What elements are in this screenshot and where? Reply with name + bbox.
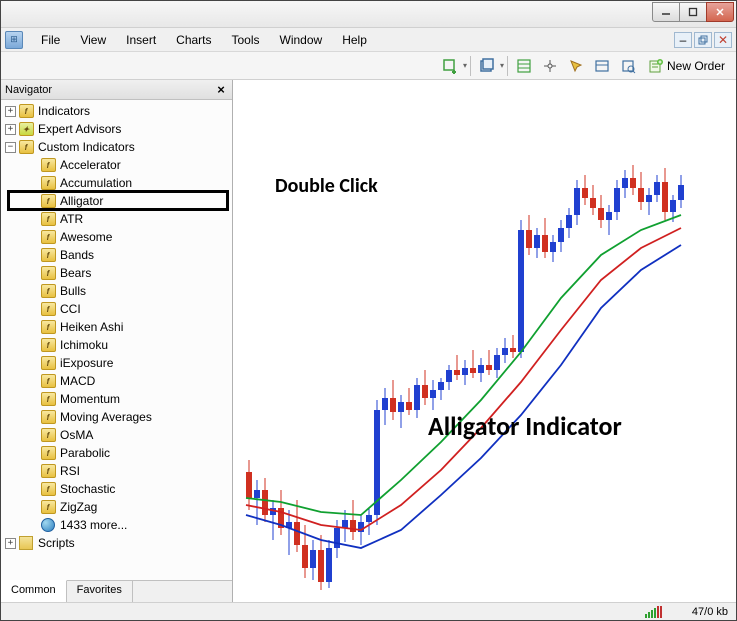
expand-icon[interactable]: + <box>5 124 16 135</box>
tree-item-zigzag[interactable]: f ZigZag <box>1 498 232 516</box>
tree-item-alligator[interactable]: f Alligator <box>1 192 232 210</box>
navigator-tabs: Common Favorites <box>1 580 232 602</box>
tree-label: Custom Indicators <box>38 140 135 154</box>
connection-bars-icon <box>645 606 662 618</box>
mdi-restore-button[interactable] <box>694 32 712 48</box>
tree-label: iExposure <box>60 356 113 370</box>
tree-item-bears[interactable]: f Bears <box>1 264 232 282</box>
navigator-title: Navigator <box>5 84 52 96</box>
navigator-tab-common[interactable]: Common <box>1 580 67 602</box>
app-icon: ⊞ <box>5 31 23 49</box>
menu-window[interactable]: Window <box>270 30 333 50</box>
tree-item-stochastic[interactable]: f Stochastic <box>1 480 232 498</box>
tree-item-macd[interactable]: f MACD <box>1 372 232 390</box>
annotation-indicator-label: Alligator Indicator <box>428 410 622 442</box>
tree-label: Ichimoku <box>60 338 108 352</box>
tree-item-bulls[interactable]: f Bulls <box>1 282 232 300</box>
tree-label: Awesome <box>60 230 112 244</box>
tree-item-accelerator[interactable]: f Accelerator <box>1 156 232 174</box>
tree-label: 1433 more... <box>60 518 127 532</box>
expand-icon[interactable]: − <box>5 142 16 153</box>
tree-item-cci[interactable]: f CCI <box>1 300 232 318</box>
tree-label: Stochastic <box>60 482 115 496</box>
tree-item-bands[interactable]: f Bands <box>1 246 232 264</box>
statusbar: 47/0 kb <box>1 602 736 620</box>
navigator-header: Navigator × <box>1 80 232 100</box>
tree-node-scripts[interactable]: + Scripts <box>1 534 232 552</box>
new-order-label: New Order <box>667 59 725 73</box>
tree-label: ATR <box>60 212 83 226</box>
tree-label: RSI <box>60 464 80 478</box>
tree-label: ZigZag <box>60 500 97 514</box>
tree-item-awesome[interactable]: f Awesome <box>1 228 232 246</box>
window-titlebar <box>1 1 736 28</box>
crosshair-button[interactable] <box>538 55 562 77</box>
tree-item-heiken-ashi[interactable]: f Heiken Ashi <box>1 318 232 336</box>
tree-item-more[interactable]: 1433 more... <box>1 516 232 534</box>
tree-item-ichimoku[interactable]: f Ichimoku <box>1 336 232 354</box>
toolbar: ▾ ▾ New Order <box>1 52 736 80</box>
navigator-button[interactable] <box>564 55 588 77</box>
window-maximize-button[interactable] <box>679 2 707 22</box>
menu-tools[interactable]: Tools <box>222 30 270 50</box>
tree-item-atr[interactable]: f ATR <box>1 210 232 228</box>
tree-label: Scripts <box>38 536 75 550</box>
menu-file[interactable]: File <box>31 30 70 50</box>
tree-label: Moving Averages <box>60 410 152 424</box>
menubar: ⊞ FileViewInsertChartsToolsWindowHelp – … <box>1 28 736 52</box>
mdi-minimize-button[interactable]: – <box>674 32 692 48</box>
tree-label: Accumulation <box>60 176 132 190</box>
tree-item-iexposure[interactable]: f iExposure <box>1 354 232 372</box>
tree-label: Accelerator <box>60 158 121 172</box>
tree-label: Bands <box>60 248 94 262</box>
tree-label: Indicators <box>38 104 90 118</box>
navigator-tree[interactable]: + f Indicators + ✦ Expert Advisors − f C… <box>1 100 232 580</box>
profiles-button[interactable] <box>475 55 499 77</box>
annotation-double-click: Double Click <box>275 174 378 198</box>
menu-view[interactable]: View <box>70 30 116 50</box>
tree-label: Momentum <box>60 392 120 406</box>
menu-insert[interactable]: Insert <box>116 30 166 50</box>
tree-label: Parabolic <box>60 446 110 460</box>
market-watch-button[interactable] <box>512 55 536 77</box>
expand-icon[interactable]: + <box>5 106 16 117</box>
menu-charts[interactable]: Charts <box>166 30 221 50</box>
tree-label: Expert Advisors <box>38 122 121 136</box>
tree-node-indicators[interactable]: + f Indicators <box>1 102 232 120</box>
tree-node-expert-advisors[interactable]: + ✦ Expert Advisors <box>1 120 232 138</box>
tree-node-custom-indicators[interactable]: − f Custom Indicators <box>1 138 232 156</box>
tree-item-parabolic[interactable]: f Parabolic <box>1 444 232 462</box>
mdi-close-button[interactable]: ✕ <box>714 32 732 48</box>
menu-help[interactable]: Help <box>332 30 377 50</box>
tree-label: Bears <box>60 266 91 280</box>
terminal-button[interactable] <box>590 55 614 77</box>
tree-item-accumulation[interactable]: f Accumulation <box>1 174 232 192</box>
navigator-tab-favorites[interactable]: Favorites <box>67 581 133 602</box>
tree-label: Heiken Ashi <box>60 320 123 334</box>
tree-label: Alligator <box>60 194 103 208</box>
tree-item-osma[interactable]: f OsMA <box>1 426 232 444</box>
add-chart-button[interactable] <box>438 55 462 77</box>
navigator-panel: Navigator × + f Indicators + ✦ Expert Ad… <box>1 80 233 602</box>
tree-item-rsi[interactable]: f RSI <box>1 462 232 480</box>
tree-item-momentum[interactable]: f Momentum <box>1 390 232 408</box>
expand-icon[interactable]: + <box>5 538 16 549</box>
tree-label: MACD <box>60 374 95 388</box>
navigator-close-button[interactable]: × <box>214 83 228 97</box>
status-kb: 47/0 kb <box>692 606 728 618</box>
chart-area[interactable]: Double Click Alligator Indicator <box>233 80 736 602</box>
window-close-button[interactable] <box>706 2 734 22</box>
window-minimize-button[interactable] <box>652 2 680 22</box>
tree-label: Bulls <box>60 284 86 298</box>
strategy-tester-button[interactable] <box>616 55 640 77</box>
new-order-button[interactable]: New Order <box>641 55 732 77</box>
tree-item-moving-averages[interactable]: f Moving Averages <box>1 408 232 426</box>
tree-label: OsMA <box>60 428 93 442</box>
tree-label: CCI <box>60 302 81 316</box>
